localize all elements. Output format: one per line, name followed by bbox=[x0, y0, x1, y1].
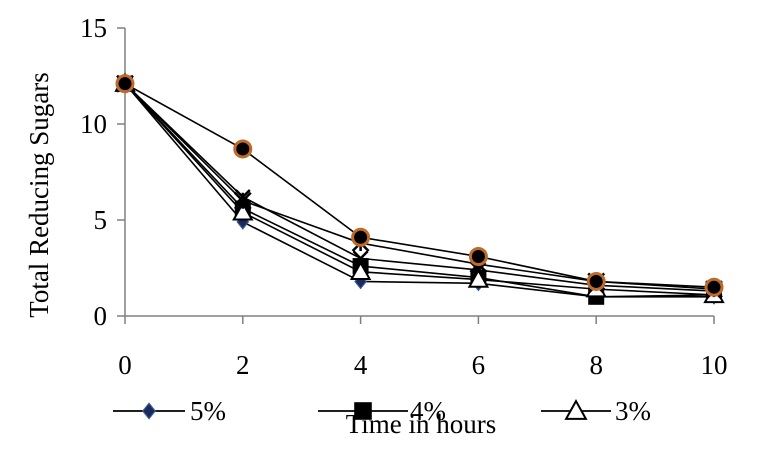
y-axis-label: Total Reducing Sugars bbox=[24, 72, 54, 318]
data-point bbox=[233, 191, 252, 210]
y-tick-label: 0 bbox=[94, 301, 108, 331]
y-tick-label: 15 bbox=[80, 13, 107, 43]
data-point bbox=[349, 260, 372, 281]
data-point bbox=[233, 139, 253, 159]
data-point bbox=[351, 227, 371, 247]
series-line bbox=[124, 83, 715, 298]
x-tick-label: 8 bbox=[589, 350, 603, 380]
legend-marker bbox=[564, 399, 588, 420]
data-point bbox=[704, 277, 724, 297]
data-point bbox=[468, 246, 488, 266]
x-tick-label: 10 bbox=[701, 350, 728, 380]
x-tick-labels: 0 2 4 6 8 10 bbox=[118, 350, 727, 380]
y-tick-labels: 0 5 10 15 bbox=[80, 13, 107, 331]
legend-label: 5% bbox=[190, 396, 226, 426]
x-tick-label: 6 bbox=[472, 350, 486, 380]
series-lines bbox=[124, 82, 715, 298]
legend: 5% 4% 3% bbox=[113, 396, 651, 426]
data-point bbox=[352, 250, 369, 267]
x-axis-label: Time in hours bbox=[346, 409, 497, 439]
legend-marker bbox=[142, 402, 156, 420]
data-point bbox=[467, 268, 490, 288]
y-tick-label: 10 bbox=[80, 109, 107, 139]
x-tick-label: 0 bbox=[118, 350, 132, 380]
series-line bbox=[124, 83, 715, 292]
chart-axes bbox=[117, 27, 715, 324]
legend-item: 4% bbox=[318, 396, 446, 426]
x-tick-label: 2 bbox=[236, 350, 250, 380]
legend-label: 3% bbox=[615, 396, 651, 426]
y-tick-label: 5 bbox=[94, 205, 108, 235]
data-point bbox=[232, 201, 254, 221]
series-markers bbox=[114, 72, 725, 305]
series-line bbox=[124, 82, 715, 288]
data-point bbox=[586, 271, 606, 291]
legend-item: 5% bbox=[113, 396, 226, 426]
legend-label: 4% bbox=[410, 396, 446, 426]
data-point bbox=[115, 74, 135, 94]
legend-marker bbox=[354, 402, 372, 420]
series-line bbox=[124, 83, 715, 296]
legend-item: 3% bbox=[541, 396, 651, 426]
x-tick-label: 4 bbox=[354, 350, 368, 380]
